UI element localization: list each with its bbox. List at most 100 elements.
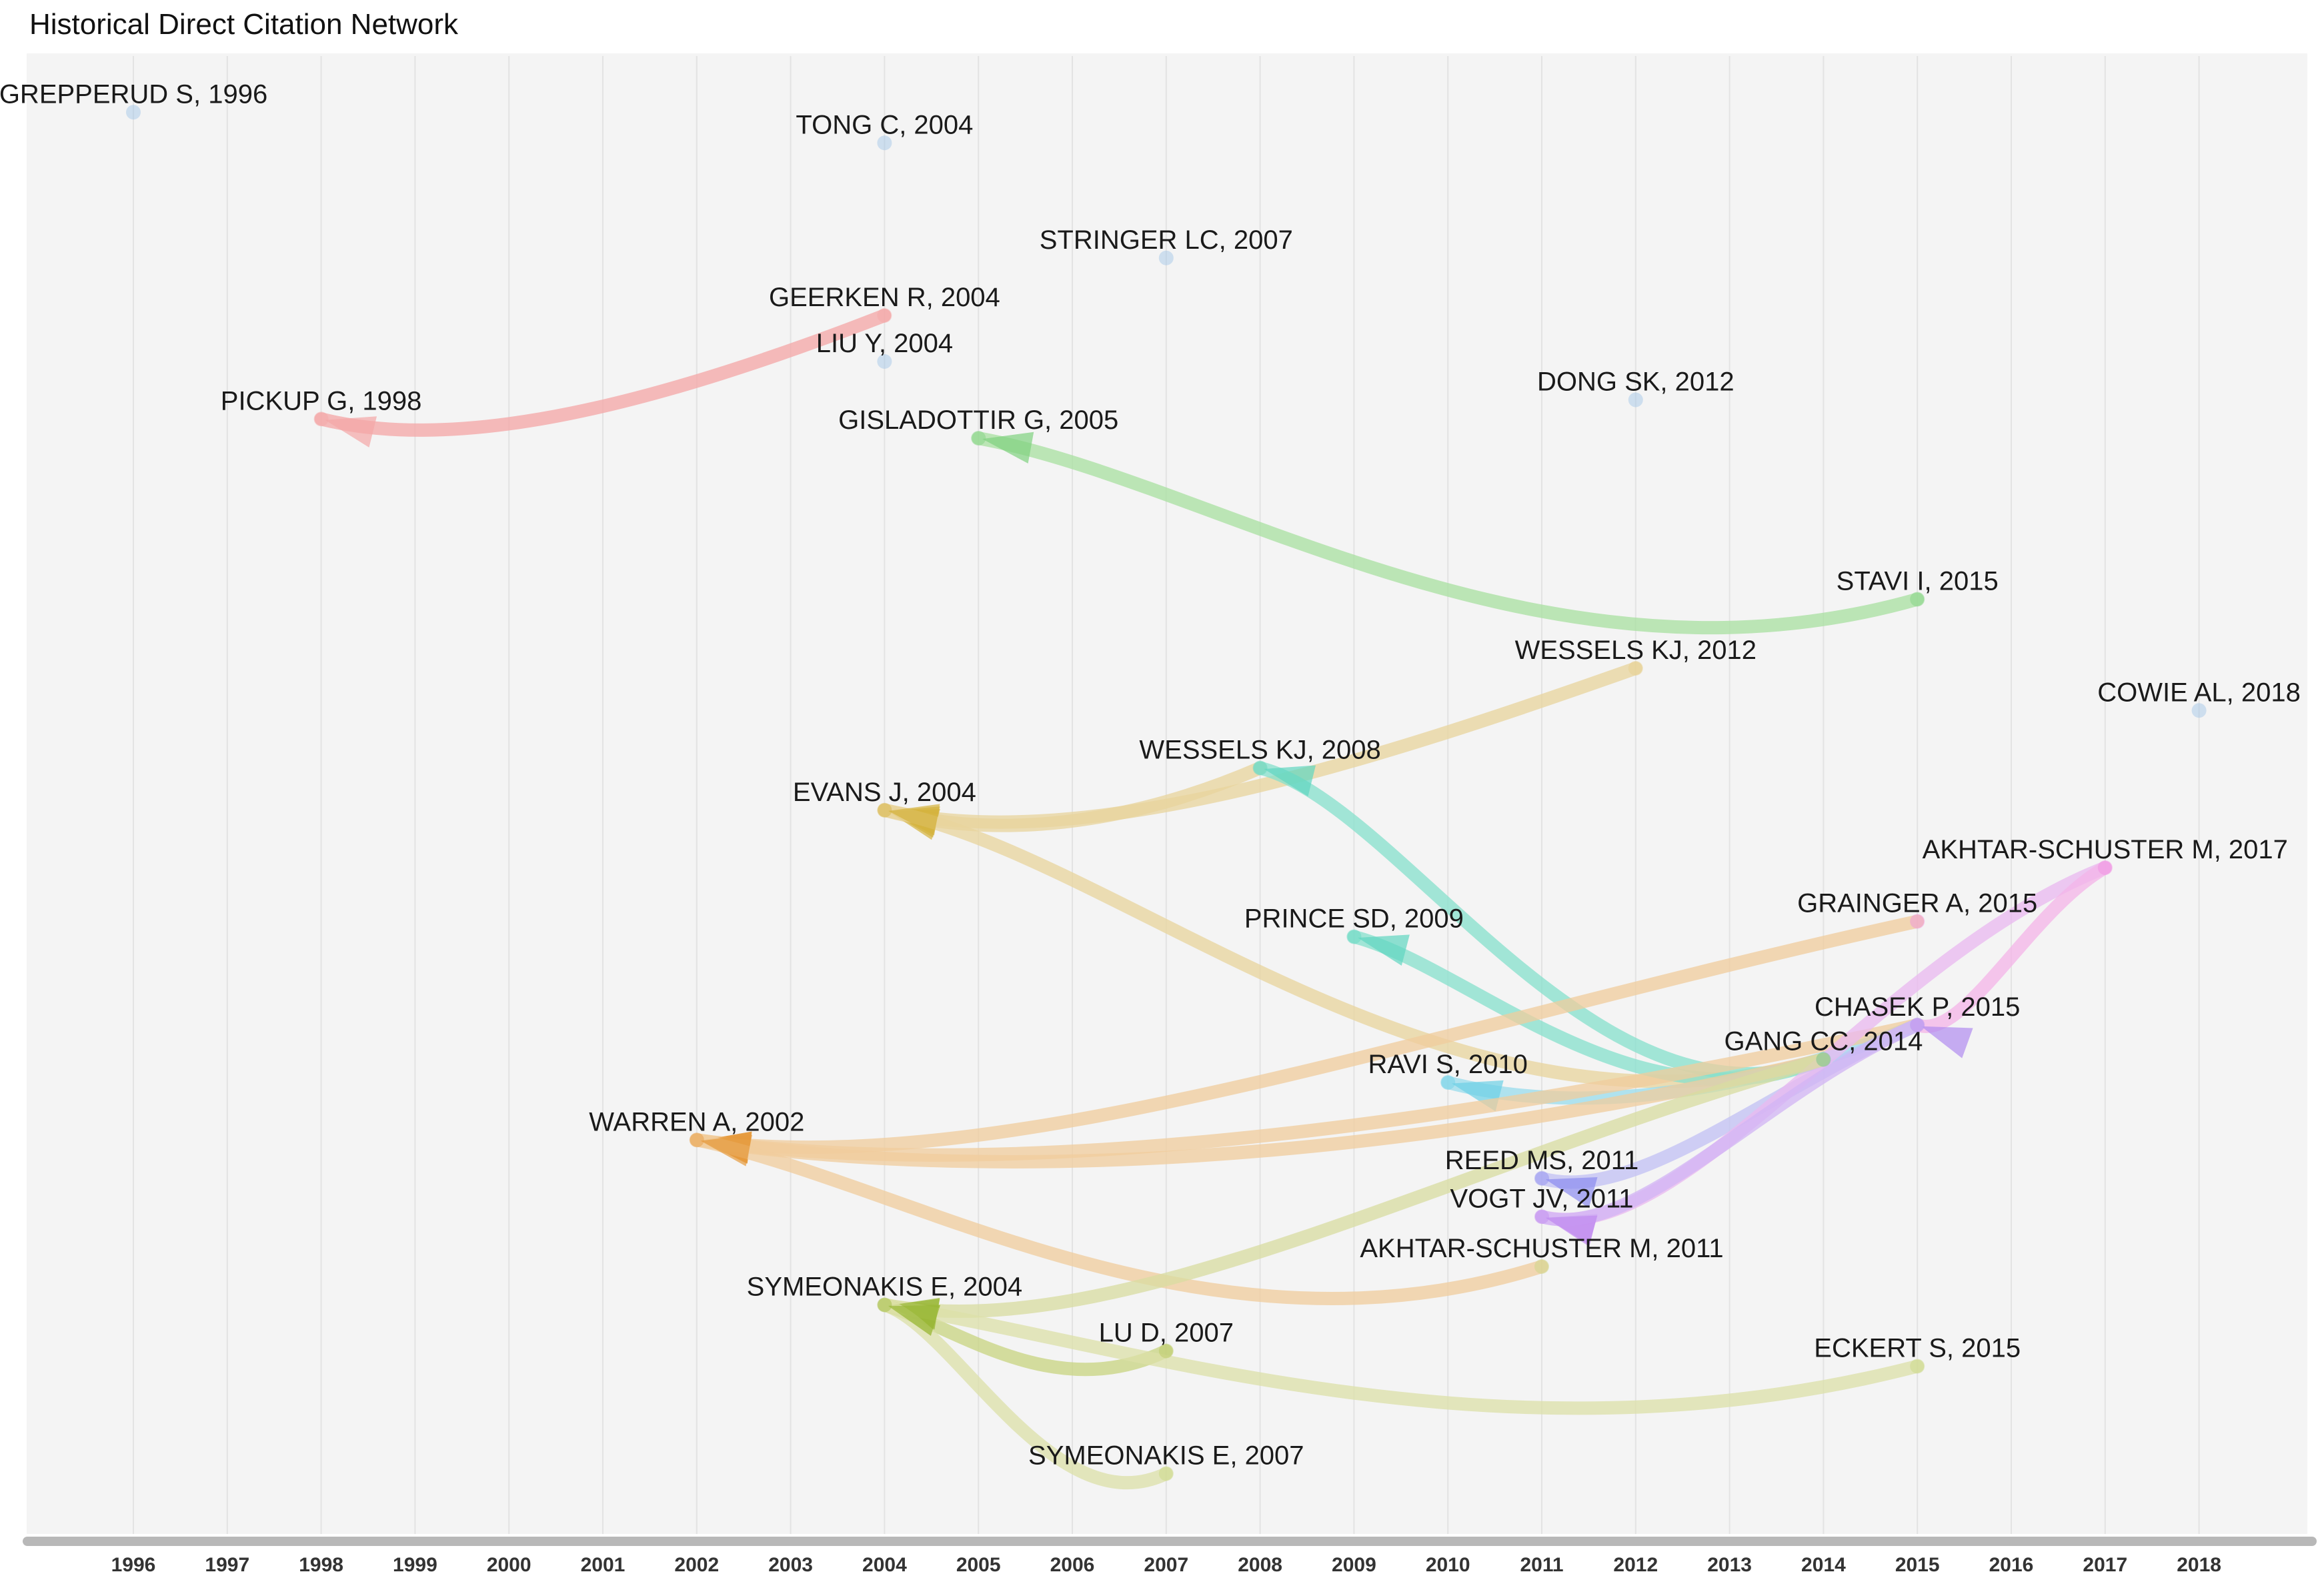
node-stringer2007[interactable] xyxy=(1158,250,1174,265)
citation-arrowhead xyxy=(1545,1215,1598,1247)
node-label-dong2012: DONG SK, 2012 xyxy=(1537,367,1734,397)
x-tick-label: 2013 xyxy=(1707,1554,1752,1576)
citation-edge xyxy=(878,1052,1831,1319)
x-tick-label: 2011 xyxy=(1520,1554,1563,1576)
node-label-akhtar2017: AKHTAR-SCHUSTER M, 2017 xyxy=(1923,835,2288,864)
node-grepperud1996[interactable] xyxy=(126,105,141,120)
node-stavi2015[interactable] xyxy=(1910,592,1925,607)
node-label-prince2009: PRINCE SD, 2009 xyxy=(1244,904,1464,934)
node-symeonakis2007[interactable] xyxy=(1158,1466,1174,1481)
x-tick-label: 2015 xyxy=(1895,1554,1940,1576)
node-gang2014[interactable] xyxy=(1816,1052,1831,1067)
x-tick-label: 2014 xyxy=(1801,1554,1846,1576)
citation-edge xyxy=(690,1052,1831,1168)
x-tick-label: 2018 xyxy=(2177,1554,2221,1576)
node-label-stringer2007: STRINGER LC, 2007 xyxy=(1040,225,1293,255)
citation-edge xyxy=(972,432,1925,634)
x-tick-label: 2010 xyxy=(1426,1554,1470,1576)
chart-title: Historical Direct Citation Network xyxy=(29,8,459,41)
node-label-lud2007: LU D, 2007 xyxy=(1099,1319,1234,1348)
citation-arrowhead xyxy=(982,432,1034,464)
node-label-reed2011: REED MS, 2011 xyxy=(1445,1146,1639,1175)
citation-nodes xyxy=(126,105,2207,1481)
node-label-symeonakis2007: SYMEONAKIS E, 2007 xyxy=(1028,1441,1304,1471)
x-tick-label: 2007 xyxy=(1144,1554,1188,1576)
node-akhtar2011[interactable] xyxy=(1534,1259,1549,1274)
citation-arrowhead xyxy=(1358,934,1410,966)
x-tick-label: 2004 xyxy=(862,1554,907,1576)
node-grainger2015[interactable] xyxy=(1910,914,1925,929)
citation-arrowhead xyxy=(700,1134,752,1166)
node-labels: GREPPERUD S, 1996 TONG C, 2004 STRINGER LC… xyxy=(0,79,2301,1470)
node-tong2004[interactable] xyxy=(877,135,892,151)
x-tick-label: 1996 xyxy=(111,1554,156,1576)
citation-arrowhead xyxy=(1545,1176,1598,1209)
node-lud2007[interactable] xyxy=(1158,1343,1174,1359)
citation-edge xyxy=(1253,761,1831,1080)
x-tick-label: 2008 xyxy=(1238,1554,1282,1576)
x-tick-label: 1998 xyxy=(299,1554,343,1576)
node-akhtar2017[interactable] xyxy=(2097,860,2113,875)
citation-arrowhead xyxy=(888,804,940,836)
node-label-evans2004: EVANS J, 2004 xyxy=(793,778,976,807)
node-label-chasek2015: CHASEK P, 2015 xyxy=(1815,992,2020,1022)
node-dong2012[interactable] xyxy=(1628,392,1643,408)
x-tick-label: 2006 xyxy=(1050,1554,1095,1576)
node-prince2009[interactable] xyxy=(1346,929,1362,944)
node-wessels2008[interactable] xyxy=(1252,760,1268,776)
node-symeonakis2004[interactable] xyxy=(877,1297,892,1313)
citation-arrowhead xyxy=(1921,1026,1973,1058)
plot-background xyxy=(27,53,2307,1534)
x-tick-label: 2005 xyxy=(956,1554,1001,1576)
x-tick-label: 2016 xyxy=(1989,1554,2034,1576)
node-label-cowie2018: COWIE AL, 2018 xyxy=(2097,678,2301,707)
node-cowie2018[interactable] xyxy=(2191,703,2207,718)
x-tick-label: 2009 xyxy=(1332,1554,1376,1576)
node-label-grepperud1996: GREPPERUD S, 1996 xyxy=(0,79,267,109)
x-axis-ticks: 1996 1997 1998 1999 2000 2001 2002 2003 2004 2005… xyxy=(111,1554,2221,1576)
node-gisladottir2005[interactable] xyxy=(971,431,986,446)
node-label-liuy2004: LIU Y, 2004 xyxy=(816,329,953,358)
citation-edge xyxy=(878,1298,1925,1415)
citation-edge xyxy=(314,309,892,437)
node-label-stavi2015: STAVI I, 2015 xyxy=(1837,567,1999,596)
x-tick-label: 2012 xyxy=(1613,1554,1658,1576)
node-evans2004[interactable] xyxy=(877,802,892,818)
x-axis-bar xyxy=(23,1537,2317,1546)
node-label-wessels2008: WESSELS KJ, 2008 xyxy=(1139,736,1380,765)
node-label-gisladottir2005: GISLADOTTIR G, 2005 xyxy=(838,406,1118,435)
node-eckert2015[interactable] xyxy=(1910,1359,1925,1374)
node-ravi2010[interactable] xyxy=(1440,1075,1456,1090)
x-tick-label: 1999 xyxy=(393,1554,437,1576)
x-tick-label: 1997 xyxy=(205,1554,249,1576)
citation-edge xyxy=(1911,861,2112,1033)
x-tick-label: 2000 xyxy=(487,1554,531,1576)
node-label-warren2002: WARREN A, 2002 xyxy=(589,1107,804,1136)
node-label-vogt2011: VOGT JV, 2011 xyxy=(1450,1184,1634,1213)
citation-edge xyxy=(690,1133,1548,1306)
node-label-geerken2004: GEERKEN R, 2004 xyxy=(769,283,1000,312)
node-label-pickup1998: PICKUP G, 1998 xyxy=(221,386,422,416)
node-reed2011[interactable] xyxy=(1534,1170,1549,1186)
x-tick-label: 2002 xyxy=(674,1554,719,1576)
node-label-wessels2012: WESSELS KJ, 2012 xyxy=(1515,636,1757,665)
node-label-gang2014: GANG CC, 2014 xyxy=(1724,1027,1923,1056)
node-label-tong2004: TONG C, 2004 xyxy=(796,110,973,139)
node-label-akhtar2011: AKHTAR-SCHUSTER M, 2011 xyxy=(1360,1234,1723,1263)
node-vogt2011[interactable] xyxy=(1534,1209,1549,1225)
node-warren2002[interactable] xyxy=(689,1132,704,1148)
node-wessels2012[interactable] xyxy=(1628,661,1643,676)
citation-arrowhead xyxy=(888,1305,940,1336)
citation-arrowhead xyxy=(325,416,377,448)
node-pickup1998[interactable] xyxy=(313,412,329,427)
node-label-ravi2010: RAVI S, 2010 xyxy=(1368,1050,1527,1079)
node-geerken2004[interactable] xyxy=(877,308,892,323)
citation-edges xyxy=(314,309,2112,1490)
citation-arrowhead xyxy=(1264,765,1316,797)
node-chasek2015[interactable] xyxy=(1910,1017,1925,1032)
x-tick-label: 2001 xyxy=(581,1554,626,1576)
node-label-symeonakis2004: SYMEONAKIS E, 2004 xyxy=(747,1273,1023,1302)
node-label-grainger2015: GRAINGER A, 2015 xyxy=(1797,889,2037,918)
node-liuy2004[interactable] xyxy=(877,354,892,369)
